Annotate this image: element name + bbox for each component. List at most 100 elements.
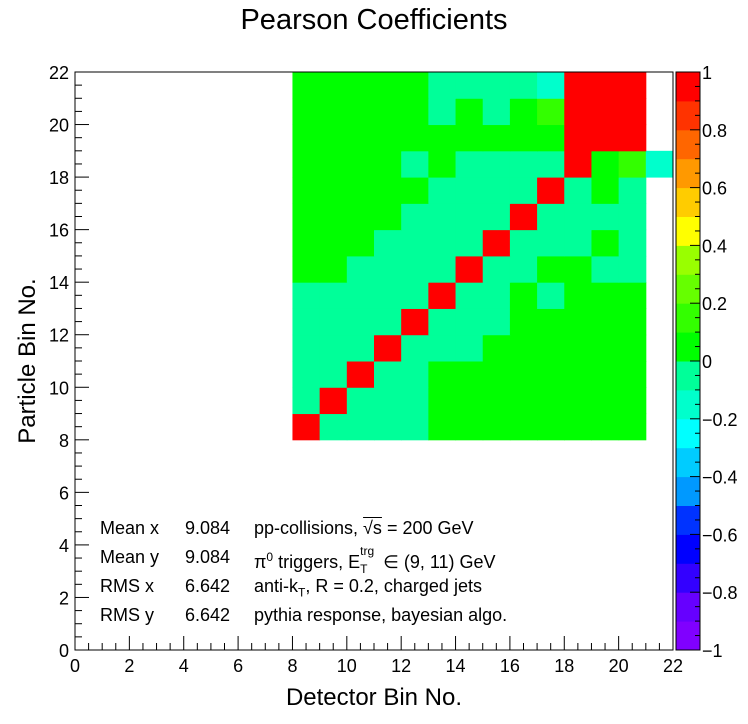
stat-text: pythia response, bayesian algo. [254,605,508,625]
heatmap-cell [591,255,620,283]
y-tick-label: 12 [49,326,69,346]
heatmap-cell [509,150,538,178]
heatmap-cell [591,361,620,388]
colorbar-tick-label: 0.6 [702,179,727,199]
heatmap-cell [374,98,402,126]
x-tick-label: 12 [391,656,411,676]
heatmap-cell [482,203,511,231]
heatmap-cell [346,282,375,309]
heatmap-cell [618,308,647,336]
heatmap-cell [455,387,484,415]
heatmap-cell [374,387,402,415]
heatmap-cell [645,150,674,178]
heatmap-cell [618,150,647,178]
x-tick-label: 4 [179,656,189,676]
heatmap-cell [537,72,565,99]
heatmap-cell [428,255,457,283]
stat-value: 9.084 [185,547,231,567]
stat-label: Mean x [100,518,160,538]
heatmap-cell [428,98,457,126]
heatmap-cell [537,124,565,152]
heatmap-cell [564,308,592,336]
heatmap-cell [292,334,321,362]
stat-text: pp-collisions, √s = 200 GeV [254,518,474,538]
heatmap-cell [428,334,457,362]
y-tick-label: 10 [49,378,69,398]
heatmap-cell [292,177,321,204]
colorbar-tick-label: −0.4 [702,468,738,488]
heatmap-cell [455,255,484,283]
heatmap-cell [537,334,565,362]
heatmap-cell [292,361,321,388]
heatmap-cell [374,334,402,362]
heatmap-cell [319,98,348,126]
heatmap-cell [292,203,321,231]
heatmap-cell [319,203,348,231]
heatmap-cell [537,229,565,257]
colorbar-tick-label: 1 [702,63,712,83]
heatmap-cell [482,413,511,441]
heatmap-cell [374,177,402,204]
heatmap-cell [346,229,375,257]
heatmap-cell [292,413,321,441]
heatmap-cell [319,177,348,204]
x-tick-label: 20 [609,656,629,676]
heatmap-cell [292,229,321,257]
heatmap-cell [401,203,429,231]
heatmap-cell [509,98,538,126]
heatmap-cell [591,229,620,257]
colorbar-tick-label: 0.2 [702,294,727,314]
heatmap-cell [564,98,592,126]
heatmap-cell [564,177,592,204]
heatmap-cell [319,361,348,388]
x-tick-label: 8 [287,656,297,676]
colorbar-tick-label: 0 [702,352,712,372]
heatmap-cell [401,255,429,283]
heatmap-cell [319,334,348,362]
heatmap-cell [591,72,620,99]
heatmap-cell [346,387,375,415]
heatmap-cell [618,413,647,441]
heatmap-cell [346,255,375,283]
heatmap-cell [428,361,457,388]
heatmap-cell [537,255,565,283]
y-tick-label: 6 [59,483,69,503]
y-axis-label: Particle Bin No. [14,278,41,443]
stat-label: RMS x [100,576,154,596]
heatmap-cell [455,229,484,257]
heatmap-cell [509,308,538,336]
y-tick-label: 20 [49,116,69,136]
heatmap-cell [455,334,484,362]
heatmap-cell [428,413,457,441]
heatmap-cell [509,413,538,441]
heatmap-cell [564,387,592,415]
heatmap-cell [401,387,429,415]
heatmap-cell [346,361,375,388]
heatmap-cell [292,150,321,178]
heatmap-cell [618,255,647,283]
heatmap-cell [401,308,429,336]
heatmap-cell [455,282,484,309]
heatmap-cell [346,150,375,178]
x-tick-label: 22 [663,656,683,676]
stat-value: 9.084 [185,518,231,538]
heatmap-cell [509,387,538,415]
heatmap-cell [401,334,429,362]
heatmap-cell [455,98,484,126]
heatmap-cell [537,98,565,126]
heatmap-cell [319,387,348,415]
heatmap-cell [618,177,647,204]
heatmap-cell [401,361,429,388]
heatmap-cell [564,203,592,231]
heatmap-cell [618,282,647,309]
heatmap-cell [618,361,647,388]
heatmap-cell [618,387,647,415]
heatmap-cell [509,177,538,204]
heatmap-cell [537,282,565,309]
heatmap-cell [482,98,511,126]
heatmap-cell [428,387,457,415]
heatmap-cell [509,203,538,231]
heatmap-cell [509,255,538,283]
heatmap-cell [564,282,592,309]
